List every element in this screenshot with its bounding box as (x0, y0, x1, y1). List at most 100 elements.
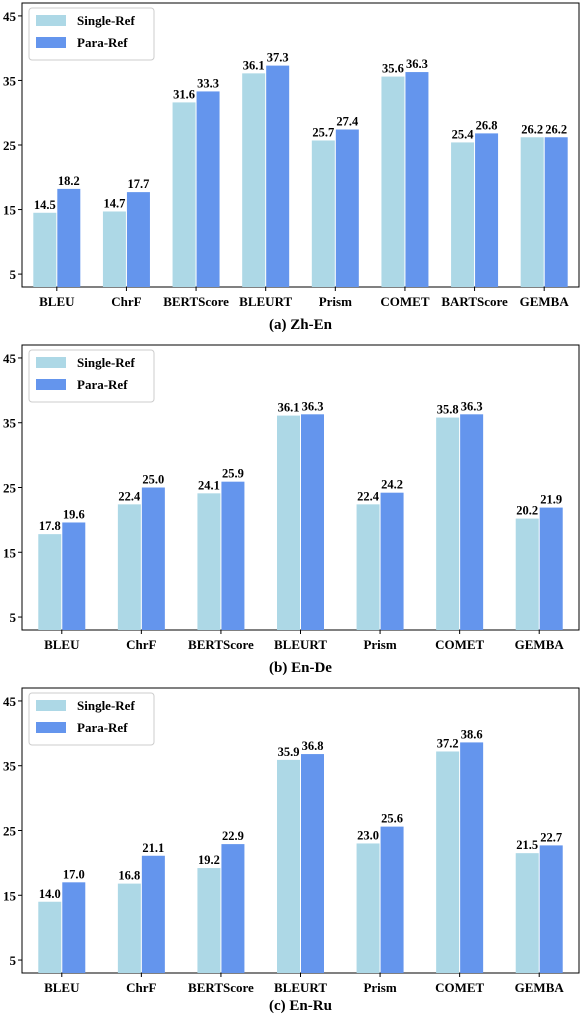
x-tick-label-chrf: ChrF (126, 980, 156, 995)
value-label-para-ref-bleurt: 37.3 (267, 51, 289, 65)
chart-panel-en-ru: 51525354514.017.0BLEU16.821.1ChrF19.222.… (3, 687, 580, 1014)
bar-para-ref-bleu (62, 882, 86, 973)
x-tick-label-bleurt: BLEURT (239, 294, 292, 309)
value-label-para-ref-comet: 36.3 (406, 57, 428, 71)
value-label-single-ref-bertscore: 31.6 (173, 87, 195, 101)
y-tick-label: 5 (10, 610, 17, 625)
value-label-para-ref-prism: 27.4 (336, 115, 359, 129)
x-tick-label-comet: COMET (435, 637, 484, 652)
bar-para-ref-chrf (126, 192, 150, 287)
legend-swatch-single-ref (36, 357, 66, 368)
bar-para-ref-prism (380, 826, 404, 973)
y-tick-label: 15 (3, 545, 17, 560)
x-tick-label-prism: Prism (319, 294, 352, 309)
legend-swatch-para-ref (36, 37, 66, 48)
value-label-para-ref-comet: 36.3 (461, 399, 483, 413)
legend-label-single-ref: Single-Ref (77, 13, 135, 28)
x-tick-label-gemba: GEMBA (515, 637, 565, 652)
y-tick-label: 35 (3, 759, 17, 774)
bar-para-ref-prism (380, 492, 404, 630)
legend-label-single-ref: Single-Ref (77, 698, 135, 713)
bar-single-ref-bartscore (451, 142, 475, 287)
bar-single-ref-bleurt (242, 73, 266, 287)
x-tick-label-gemba: GEMBA (520, 294, 570, 309)
x-tick-label-prism: Prism (363, 980, 396, 995)
value-label-single-ref-prism: 22.4 (357, 489, 380, 503)
y-tick-label: 35 (3, 416, 17, 431)
value-label-single-ref-bleurt: 35.9 (278, 745, 300, 759)
bar-para-ref-bleurt (266, 65, 290, 287)
value-label-single-ref-chrf: 22.4 (118, 489, 141, 503)
value-label-para-ref-chrf: 21.1 (142, 841, 164, 855)
y-tick-label: 25 (3, 481, 17, 496)
legend-swatch-para-ref (36, 722, 66, 733)
y-tick-label: 25 (3, 138, 17, 153)
x-tick-label-bleu: BLEU (44, 980, 80, 995)
x-tick-label-bertscore: BERTScore (188, 637, 254, 652)
y-tick-label: 15 (3, 203, 17, 218)
value-label-para-ref-bleu: 17.0 (63, 867, 85, 881)
bar-single-ref-bertscore (172, 102, 196, 288)
legend-swatch-para-ref (36, 379, 66, 390)
legend: Single-Ref Para-Ref (28, 692, 155, 746)
chart-caption: (c) En-Ru (269, 998, 332, 1014)
bar-para-ref-bleu (62, 522, 86, 630)
value-label-para-ref-comet: 38.6 (461, 727, 483, 741)
value-label-para-ref-gemba: 22.7 (540, 830, 562, 844)
x-tick-label-bertscore: BERTScore (163, 294, 229, 309)
legend: Single-Ref Para-Ref (28, 349, 155, 403)
bar-para-ref-gemba (544, 137, 568, 287)
value-label-single-ref-bartscore: 25.4 (452, 127, 475, 141)
y-tick-label: 45 (3, 694, 17, 709)
x-tick-label-chrf: ChrF (126, 637, 156, 652)
value-label-single-ref-bertscore: 24.1 (198, 478, 220, 492)
bar-single-ref-bleu (38, 901, 62, 973)
value-label-single-ref-bleu: 17.8 (39, 519, 61, 533)
bar-para-ref-comet (460, 414, 484, 630)
x-tick-label-bleurt: BLEURT (274, 980, 327, 995)
x-tick-label-bleurt: BLEURT (274, 637, 327, 652)
y-tick-label: 25 (3, 824, 17, 839)
bar-single-ref-prism (356, 843, 380, 973)
value-label-para-ref-bleurt: 36.8 (302, 739, 324, 753)
x-tick-label-bertscore: BERTScore (188, 980, 254, 995)
bar-para-ref-comet (405, 72, 429, 288)
bar-single-ref-chrf (102, 211, 126, 287)
value-label-single-ref-prism: 25.7 (312, 125, 334, 139)
value-label-para-ref-bleurt: 36.3 (302, 399, 324, 413)
value-label-single-ref-gemba: 21.5 (516, 838, 538, 852)
x-tick-label-comet: COMET (380, 294, 429, 309)
value-label-single-ref-gemba: 26.2 (521, 122, 543, 136)
bar-single-ref-prism (311, 140, 335, 287)
bar-single-ref-bleurt (277, 759, 300, 973)
value-label-single-ref-chrf: 14.7 (104, 196, 126, 210)
value-label-single-ref-comet: 35.8 (437, 403, 459, 417)
x-tick-label-bleu: BLEU (39, 294, 75, 309)
value-label-single-ref-bertscore: 19.2 (198, 853, 220, 867)
x-tick-label-comet: COMET (435, 980, 484, 995)
legend-label-para-ref: Para-Ref (77, 720, 128, 735)
bar-para-ref-bleu (57, 188, 81, 287)
legend-label-para-ref: Para-Ref (77, 377, 128, 392)
bar-single-ref-bertscore (197, 493, 221, 630)
value-label-para-ref-prism: 24.2 (381, 478, 403, 492)
value-label-single-ref-bleu: 14.0 (39, 887, 61, 901)
value-label-para-ref-chrf: 17.7 (128, 177, 150, 191)
value-label-single-ref-gemba: 20.2 (516, 504, 538, 518)
x-tick-label-chrf: ChrF (111, 294, 141, 309)
value-label-single-ref-bleu: 14.5 (34, 198, 56, 212)
bar-single-ref-comet (436, 751, 460, 973)
bar-para-ref-comet (460, 742, 484, 973)
bar-single-ref-prism (356, 504, 380, 630)
value-label-single-ref-bleurt: 36.1 (243, 58, 265, 72)
bar-para-ref-chrf (141, 487, 165, 630)
bar-single-ref-comet (381, 76, 405, 287)
bar-single-ref-bleu (33, 212, 57, 287)
legend-swatch-single-ref (36, 700, 66, 711)
chart-caption: (b) En-De (269, 660, 332, 676)
legend-label-single-ref: Single-Ref (77, 355, 135, 370)
value-label-single-ref-chrf: 16.8 (118, 869, 140, 883)
bar-para-ref-bartscore (475, 133, 499, 287)
bar-para-ref-gemba (539, 507, 563, 630)
